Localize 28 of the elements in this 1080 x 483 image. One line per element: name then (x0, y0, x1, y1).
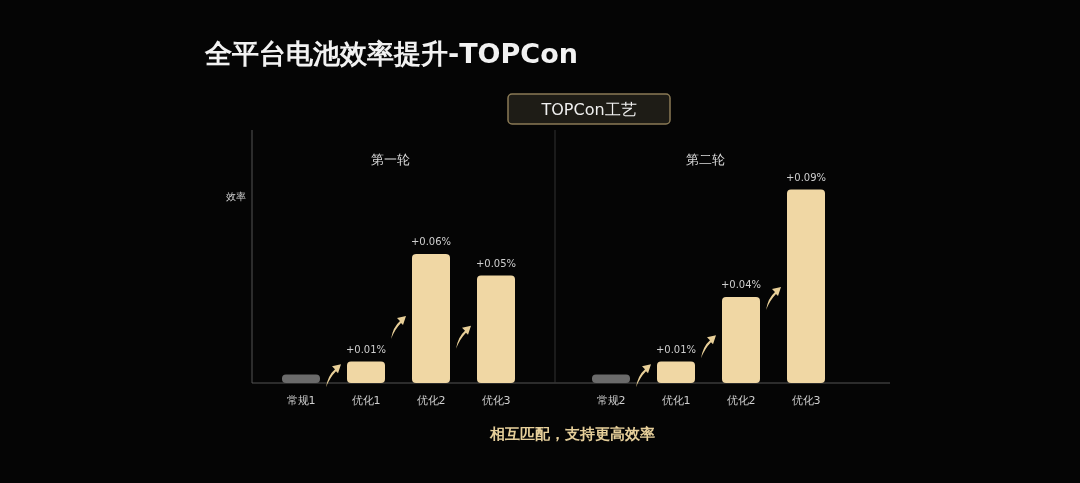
text: 全平台电池效率提升-TOPCon (204, 38, 578, 69)
data-label: +0.01% (345, 343, 387, 355)
x-tick-label: 优化2 (726, 394, 756, 407)
x-tick-label: 优化2 (416, 394, 446, 407)
bar (347, 361, 385, 383)
x-tick-label: 常规2 (596, 394, 626, 407)
x-tick-label: 优化3 (791, 394, 821, 407)
data-label: +0.09% (785, 171, 827, 183)
data-label: +0.01% (655, 343, 697, 355)
bar (722, 297, 760, 383)
bar (592, 374, 630, 383)
bar (787, 189, 825, 383)
bar (477, 275, 515, 383)
text: 相互匹配，支持更高效率 (488, 425, 655, 443)
bar (412, 254, 450, 383)
bar (282, 374, 320, 383)
x-tick-label: 优化1 (661, 394, 691, 407)
data-label: +0.06% (410, 236, 452, 247)
text: TOPCon工艺 (540, 100, 637, 119)
x-tick-label: 优化1 (351, 394, 381, 407)
data-label: +0.04% (720, 279, 762, 290)
y-axis-title: 效率 (226, 191, 246, 202)
x-tick-label: 优化3 (481, 394, 511, 407)
data-label: +0.05% (475, 257, 517, 269)
chart-title: 第一轮 (370, 152, 410, 167)
bar (657, 361, 695, 383)
x-tick-label: 常规1 (286, 394, 316, 407)
chart-title: 第二轮 (685, 152, 725, 167)
